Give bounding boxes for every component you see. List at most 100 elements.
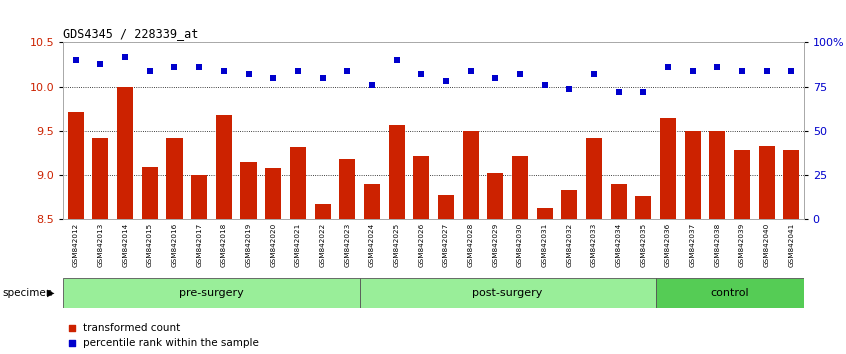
Bar	[290, 147, 306, 219]
Point	[612, 89, 625, 95]
Text: GSM842012: GSM842012	[73, 222, 79, 267]
Text: GSM842039: GSM842039	[739, 222, 745, 267]
Point	[439, 79, 453, 84]
Text: GDS4345 / 228339_at: GDS4345 / 228339_at	[63, 27, 199, 40]
Bar	[63, 278, 360, 308]
Bar	[68, 112, 84, 219]
Text: GSM842034: GSM842034	[616, 222, 622, 267]
Bar	[536, 208, 552, 219]
Bar	[364, 184, 380, 219]
Point	[636, 89, 650, 95]
Text: pre-surgery: pre-surgery	[179, 288, 244, 298]
Point	[94, 61, 107, 67]
Text: GSM842024: GSM842024	[369, 222, 375, 267]
Point	[65, 341, 79, 346]
Point	[168, 64, 181, 70]
Text: control: control	[711, 288, 749, 298]
Bar	[759, 146, 775, 219]
Point	[365, 82, 379, 88]
Bar	[92, 138, 108, 219]
Point	[266, 75, 280, 81]
Bar	[656, 278, 804, 308]
Point	[316, 75, 329, 81]
Bar	[360, 278, 656, 308]
Text: GSM842031: GSM842031	[541, 222, 547, 267]
Text: GSM842029: GSM842029	[492, 222, 498, 267]
Point	[291, 68, 305, 74]
Bar	[463, 131, 479, 219]
Point	[538, 82, 552, 88]
Bar	[216, 115, 232, 219]
Bar	[783, 150, 799, 219]
Bar	[709, 131, 725, 219]
Bar	[438, 195, 454, 219]
Text: GSM842026: GSM842026	[418, 222, 424, 267]
Text: GSM842028: GSM842028	[468, 222, 474, 267]
Point	[686, 68, 700, 74]
Point	[488, 75, 502, 81]
Text: GSM842037: GSM842037	[689, 222, 695, 267]
Text: GSM842032: GSM842032	[566, 222, 572, 267]
Point	[65, 325, 79, 330]
Point	[464, 68, 477, 74]
Text: GSM842041: GSM842041	[788, 222, 794, 267]
Bar	[117, 87, 133, 219]
Bar	[586, 138, 602, 219]
Text: transformed count: transformed count	[83, 322, 180, 332]
Text: GSM842033: GSM842033	[591, 222, 597, 267]
Text: GSM842023: GSM842023	[344, 222, 350, 267]
Point	[390, 57, 404, 63]
Point	[711, 64, 724, 70]
Bar	[388, 125, 404, 219]
Text: GSM842013: GSM842013	[97, 222, 103, 267]
Text: GSM842020: GSM842020	[270, 222, 276, 267]
Bar	[240, 162, 256, 219]
Point	[735, 68, 749, 74]
Point	[784, 68, 798, 74]
Point	[217, 68, 231, 74]
Point	[514, 72, 527, 77]
Text: ▶: ▶	[47, 288, 55, 298]
Bar	[487, 173, 503, 219]
Text: GSM842022: GSM842022	[320, 222, 326, 267]
Point	[662, 64, 675, 70]
Bar	[413, 156, 429, 219]
Point	[118, 54, 132, 59]
Point	[415, 72, 428, 77]
Point	[143, 68, 157, 74]
Text: GSM842038: GSM842038	[714, 222, 720, 267]
Bar	[561, 190, 577, 219]
Bar	[611, 184, 627, 219]
Point	[242, 72, 255, 77]
Text: GSM842021: GSM842021	[295, 222, 301, 267]
Text: GSM842014: GSM842014	[122, 222, 128, 267]
Text: post-surgery: post-surgery	[472, 288, 543, 298]
Text: GSM842035: GSM842035	[640, 222, 646, 267]
Point	[760, 68, 773, 74]
Text: specimen: specimen	[3, 288, 53, 298]
Text: GSM842036: GSM842036	[665, 222, 671, 267]
Point	[69, 57, 83, 63]
Bar	[315, 205, 331, 219]
Point	[563, 86, 576, 91]
Text: GSM842019: GSM842019	[245, 222, 251, 267]
Text: GSM842025: GSM842025	[393, 222, 399, 267]
Bar	[684, 131, 700, 219]
Bar	[191, 175, 207, 219]
Bar	[142, 167, 158, 219]
Bar	[512, 156, 528, 219]
Text: GSM842017: GSM842017	[196, 222, 202, 267]
Text: GSM842027: GSM842027	[443, 222, 449, 267]
Text: GSM842016: GSM842016	[172, 222, 178, 267]
Point	[587, 72, 601, 77]
Text: GSM842040: GSM842040	[764, 222, 770, 267]
Bar	[734, 150, 750, 219]
Point	[340, 68, 354, 74]
Bar	[265, 168, 281, 219]
Point	[192, 64, 206, 70]
Text: GSM842030: GSM842030	[517, 222, 523, 267]
Text: GSM842018: GSM842018	[221, 222, 227, 267]
Text: GSM842015: GSM842015	[147, 222, 153, 267]
Bar	[167, 138, 183, 219]
Text: percentile rank within the sample: percentile rank within the sample	[83, 338, 259, 348]
